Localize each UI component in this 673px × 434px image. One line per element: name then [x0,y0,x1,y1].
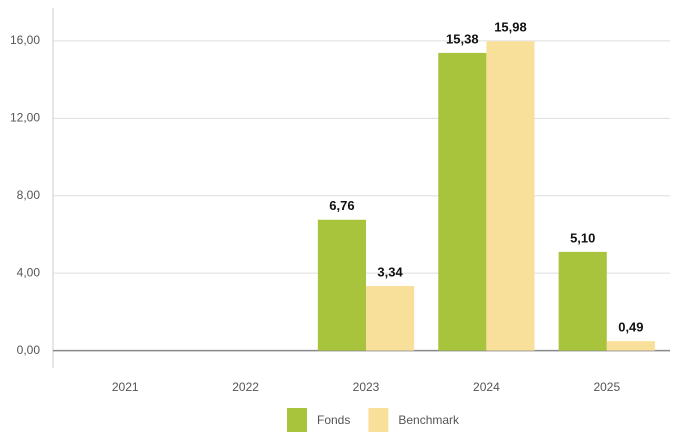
y-tick-label: 12,00 [10,110,40,124]
bar [317,219,366,351]
value-label: 0,49 [618,320,643,335]
value-label: 15,38 [446,31,479,46]
bar [486,41,535,351]
value-label: 15,98 [494,20,527,35]
bar [606,341,655,351]
x-tick-label: 2025 [593,380,620,394]
y-tick-label: 0,00 [17,343,41,357]
bar [558,251,607,351]
value-label: 3,34 [377,264,403,279]
bar [366,285,415,351]
y-tick-label: 4,00 [17,265,41,279]
legend-label: Fonds [317,413,350,427]
value-label: 6,76 [329,198,354,213]
legend-swatch [287,408,307,432]
y-tick-label: 16,00 [10,33,40,47]
x-tick-label: 2022 [232,380,259,394]
legend-label: Benchmark [398,413,460,427]
x-tick-label: 2021 [112,380,139,394]
value-label: 5,10 [570,230,595,245]
legend-swatch [368,408,389,432]
x-tick-label: 2024 [473,380,500,394]
y-tick-label: 8,00 [17,188,41,202]
x-tick-label: 2023 [353,380,380,394]
bar [438,52,487,351]
